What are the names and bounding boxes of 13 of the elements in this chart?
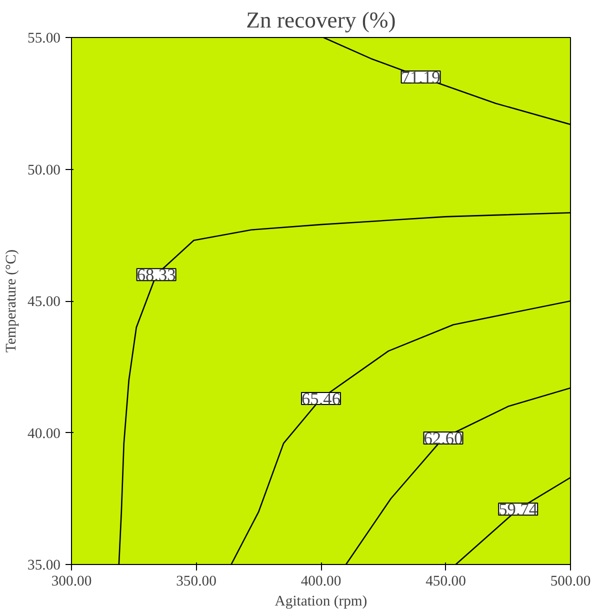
x-tick-label: 500.00 bbox=[550, 574, 591, 590]
y-axis-title: Temperature (°C) bbox=[4, 249, 20, 352]
x-tick-label: 400.00 bbox=[300, 574, 342, 590]
x-tick-label: 350.00 bbox=[176, 574, 216, 590]
chart-title: Zn recovery (%) bbox=[246, 8, 396, 32]
y-tick-label: 50.00 bbox=[28, 162, 61, 178]
y-tick-label: 35.00 bbox=[28, 558, 61, 574]
x-tick-label: 300.00 bbox=[51, 574, 92, 590]
y-tick-label: 40.00 bbox=[28, 426, 61, 442]
y-tick-label: 45.00 bbox=[28, 294, 61, 310]
y-tick-label: 55.00 bbox=[28, 30, 61, 46]
x-axis-title: Agitation (rpm) bbox=[274, 594, 368, 610]
x-tick-label: 450.00 bbox=[426, 574, 466, 590]
